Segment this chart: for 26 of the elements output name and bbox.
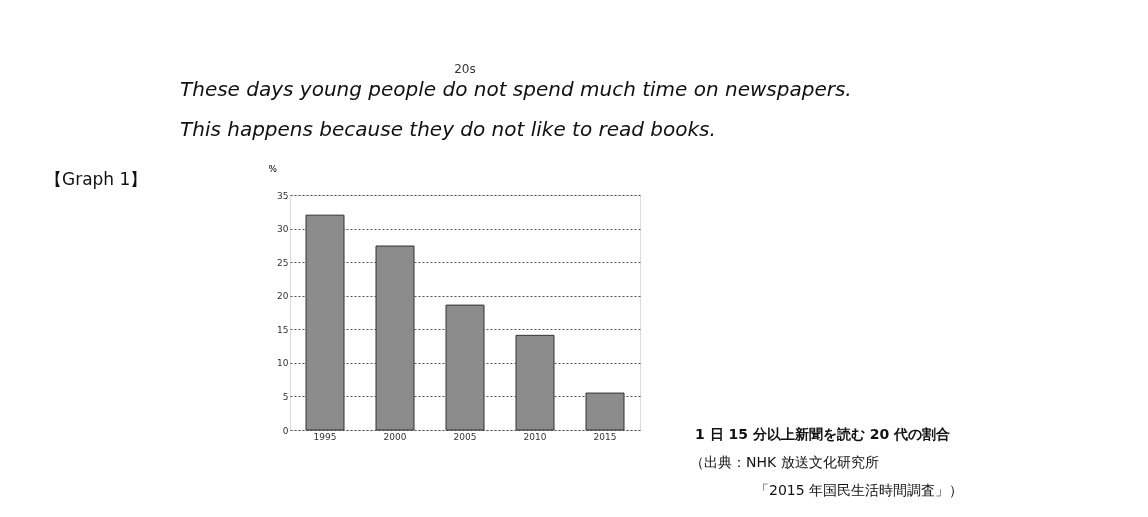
y-tick-label: 30	[277, 224, 289, 235]
text: （出典：NHK 放送文化研究所	[690, 454, 879, 470]
text: 1 日 15 分以上新聞を読む 20 代の割合	[695, 426, 951, 442]
text: These days young people do not spend much time on newspapers.	[180, 77, 852, 101]
x-tick-label: 1995	[313, 431, 337, 442]
y-tick-label: 5	[282, 391, 289, 402]
x-tick-label: 2010	[523, 431, 547, 442]
y-tick-label: 35	[277, 190, 289, 201]
x-tick-label: 2000	[383, 431, 407, 442]
y-tick-label: 20	[277, 291, 289, 302]
x-tick-label: 2015	[593, 431, 617, 442]
y-tick-label: 0	[282, 425, 289, 436]
text: 「2015 年国民生活時間調査」）	[755, 482, 964, 498]
x-tick-label: 2005	[453, 431, 477, 442]
bar	[585, 392, 625, 431]
y-axis-title: %	[268, 163, 278, 174]
bar	[305, 214, 345, 431]
chart-title: 20s	[454, 62, 476, 76]
text: This happens because they do not like to read books.	[180, 117, 716, 141]
bar	[445, 304, 485, 431]
y-tick-label: 25	[277, 257, 289, 268]
text: 【Graph 1】	[45, 169, 148, 189]
bar	[515, 334, 555, 431]
y-tick-label: 10	[277, 358, 289, 369]
bar	[375, 245, 415, 431]
y-tick-label: 15	[277, 324, 289, 335]
